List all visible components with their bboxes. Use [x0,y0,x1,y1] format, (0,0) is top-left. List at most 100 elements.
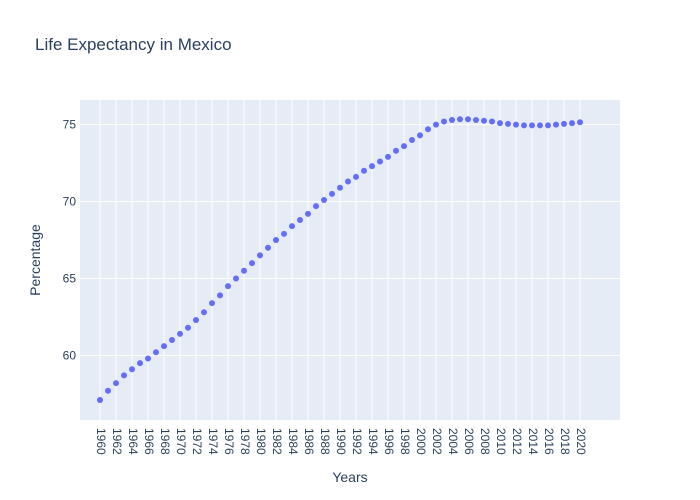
data-point [249,260,255,267]
data-point [265,244,271,251]
x-tick-label: 1976 [222,428,236,455]
x-tick-label: 1996 [382,428,396,455]
x-tick-label: 2006 [462,428,476,455]
data-point [425,126,431,133]
x-tick-label: 1962 [110,428,124,455]
data-point [137,360,143,367]
x-tick-label: 2010 [494,428,508,455]
data-point [185,324,191,331]
x-tick-label: 1982 [270,428,284,455]
x-tick-label: 2000 [414,428,428,455]
y-tick-label: 60 [63,348,77,362]
data-point [505,120,511,127]
data-point [113,380,119,387]
data-point [337,184,343,191]
data-point [465,116,471,123]
x-tick-label: 1998 [398,428,412,455]
data-point [481,117,487,124]
data-point [97,397,103,403]
data-point [201,309,207,316]
data-point [417,132,423,139]
data-point [441,118,447,125]
data-point [321,197,327,203]
x-tick-label: 2008 [478,428,492,455]
x-tick-label: 2004 [446,428,460,455]
data-point [513,121,519,128]
grid-lines [80,100,620,420]
x-tick-label: 1994 [366,428,380,455]
plot-area [80,100,620,420]
data-point [393,147,399,154]
data-point [401,143,407,150]
x-tick-label: 1992 [350,428,364,455]
x-tick-label: 1966 [142,428,156,455]
data-point [561,120,567,127]
data-point [497,120,503,127]
data-point [353,173,359,180]
data-point [273,237,279,243]
data-point [529,122,535,129]
data-point [289,223,295,230]
y-tick-label: 65 [63,271,77,285]
x-tick-label: 2018 [558,428,572,455]
data-point [193,317,199,323]
x-tick-label: 1972 [190,428,204,455]
data-point [329,190,335,197]
data-point [169,337,175,343]
data-point [457,116,463,123]
data-point [489,118,495,125]
x-tick-label: 1970 [174,428,188,455]
data-point [225,283,231,290]
x-tick-label: 1978 [238,428,252,455]
data-point [385,153,391,160]
x-tick-label: 1984 [286,428,300,455]
data-point [377,158,383,165]
data-point [553,121,559,128]
x-tick-label: 2020 [574,428,588,455]
data-point [449,117,455,123]
data-point [473,117,479,123]
data-point [545,122,551,129]
data-point [345,178,351,185]
data-point [233,275,239,282]
data-point [161,343,167,350]
data-point [153,349,159,356]
data-points [97,116,583,403]
x-tick-label: 1964 [126,428,140,455]
x-tick-labels: 1960 1962 1964 1966 1968 1970 1972 1974 1976 1978… [94,428,588,455]
x-tick-label: 1980 [254,428,268,455]
x-tick-label: 2016 [542,428,556,455]
data-point [129,366,135,373]
data-point [257,252,263,259]
x-tick-label: 2014 [526,428,540,455]
y-axis-title: Percentage [27,224,43,296]
data-point [297,217,303,223]
data-point [369,163,375,170]
data-point [521,122,527,129]
data-point [145,355,151,362]
data-point [361,167,367,174]
x-tick-label: 1968 [158,428,172,455]
data-point [209,300,215,307]
x-tick-label: 1990 [334,428,348,455]
data-point [313,203,319,210]
data-point [569,120,575,127]
x-tick-label: 1960 [94,428,108,455]
x-tick-label: 2012 [510,428,524,455]
data-point [433,121,439,128]
x-axis-title: Years [332,469,367,485]
data-point [305,210,311,217]
data-point [177,330,183,337]
data-point [577,119,583,126]
y-tick-label: 75 [63,118,77,132]
x-tick-label: 2002 [430,428,444,455]
x-tick-label: 1988 [318,428,332,455]
data-point [105,387,111,394]
data-point [121,372,127,379]
data-point [241,267,247,274]
x-tick-label: 1974 [206,428,220,455]
data-point [281,230,287,237]
data-point [537,122,543,129]
chart-title: Life Expectancy in Mexico [35,35,232,54]
